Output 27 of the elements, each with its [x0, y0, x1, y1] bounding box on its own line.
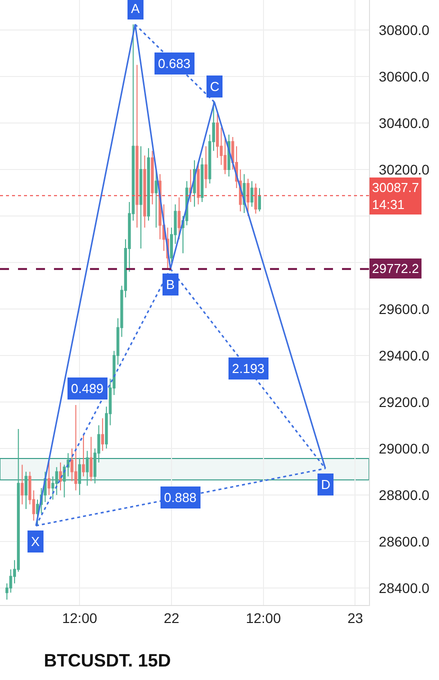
ref-line-label: 29772.2 — [372, 261, 419, 276]
annotation: A — [131, 1, 140, 16]
y-tick-label: 29000.0 — [378, 440, 430, 456]
annotation: 0.888 — [164, 490, 197, 505]
y-tick-label: 30600.0 — [378, 68, 430, 84]
y-tick-label: 29200.0 — [378, 394, 430, 410]
y-tick-label: 30400.0 — [378, 114, 430, 131]
x-tick-label: 22 — [164, 610, 180, 626]
y-tick-label: 28600.0 — [378, 533, 430, 550]
x-tick-label: 12:00 — [246, 610, 282, 626]
x-tick-label: 12:00 — [62, 610, 98, 626]
text: BTCUSDT. 15D — [44, 650, 171, 670]
y-tick-label: 30800.0 — [378, 22, 430, 38]
annotation: D — [321, 477, 330, 492]
annotation: 0.683 — [158, 56, 191, 71]
x-tick-label: 23 — [347, 610, 364, 626]
ref-line-label: 30087.7 14:31 — [372, 180, 419, 212]
y-tick-label: 29600.0 — [378, 300, 430, 317]
y-tick-label: 28800.0 — [378, 486, 430, 503]
y-tick-label: 29400.0 — [378, 347, 430, 364]
annotation: X — [31, 534, 40, 549]
annotation: C — [210, 79, 220, 94]
y-tick-label: 28400.0 — [378, 580, 430, 596]
annotation: B — [166, 277, 175, 292]
y-tick-label: 30200.0 — [378, 161, 430, 178]
annotation: 2.193 — [232, 361, 265, 376]
annotation: 0.489 — [71, 381, 104, 396]
